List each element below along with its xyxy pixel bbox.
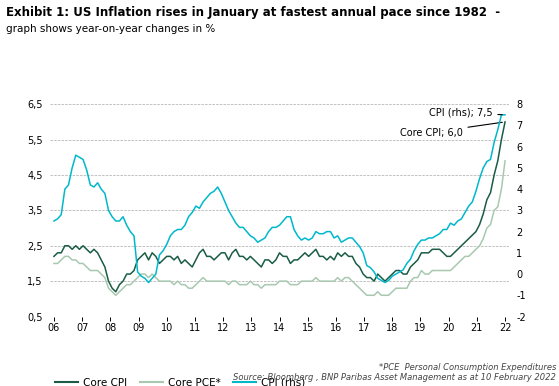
Legend: Core CPI, Core PCE*, CPI (rhs): Core CPI, Core PCE*, CPI (rhs) bbox=[51, 374, 310, 386]
Text: Exhibit 1: US Inflation rises in January at fastest annual pace since 1982  -: Exhibit 1: US Inflation rises in January… bbox=[6, 6, 500, 19]
Text: CPI (rhs); 7,5: CPI (rhs); 7,5 bbox=[429, 108, 503, 118]
Text: graph shows year-on-year changes in %: graph shows year-on-year changes in % bbox=[6, 24, 215, 34]
Text: Core CPI; 6,0: Core CPI; 6,0 bbox=[400, 122, 503, 137]
Text: *PCE  Personal Consumption Expenditures
Source: Bloomberg , BNP Paribas Asset Ma: *PCE Personal Consumption Expenditures S… bbox=[233, 363, 556, 382]
